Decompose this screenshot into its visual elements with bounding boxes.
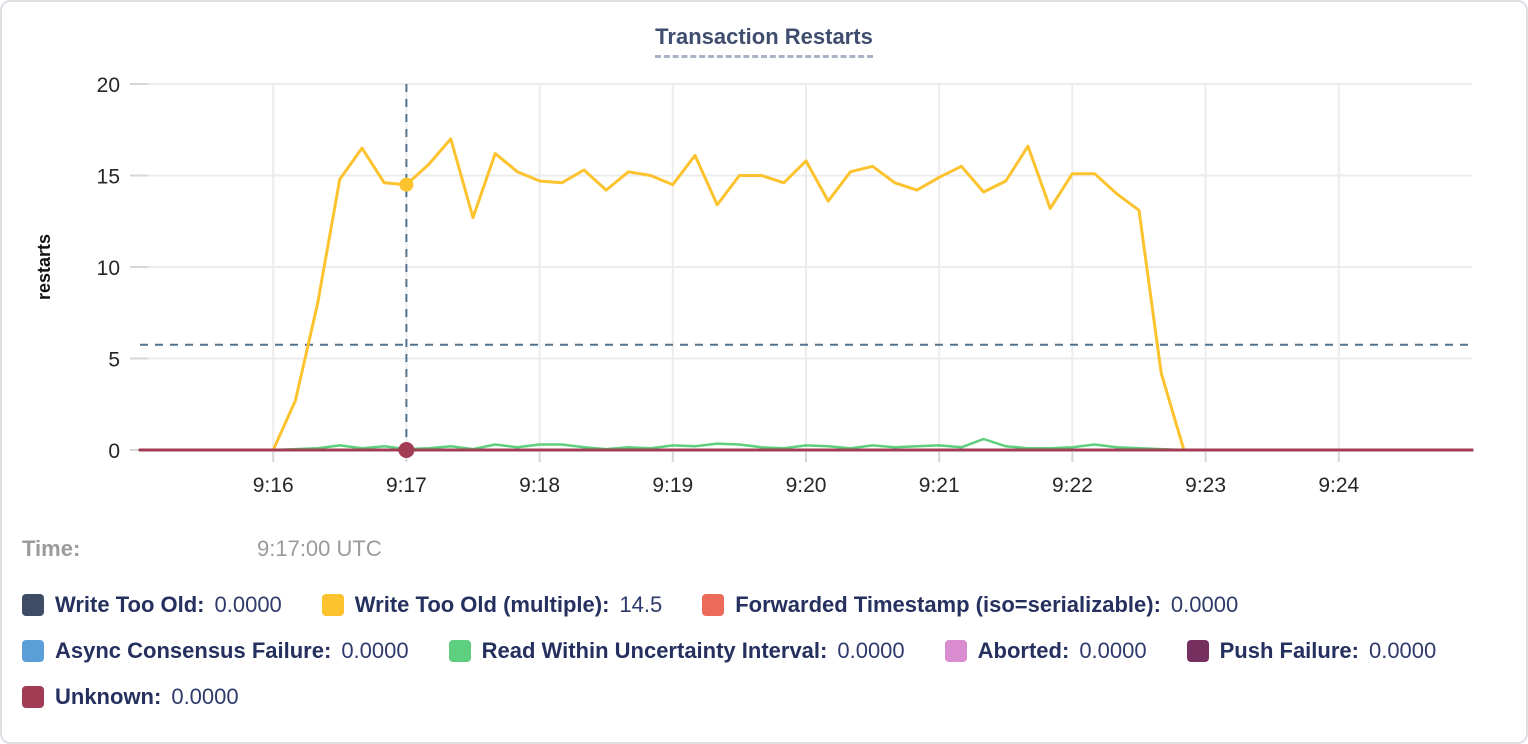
legend-label: Forwarded Timestamp (iso=serializable): — [735, 592, 1161, 617]
legend-item-unknown: Unknown: 0.0000 — [22, 684, 239, 710]
legend-value: 0.0000 — [171, 684, 239, 709]
legend-value: 0.0000 — [1368, 638, 1437, 663]
legend-item-write-too-old-multiple: Write Too Old (multiple): 14.5 — [321, 592, 663, 618]
x-tick-label: 9:16 — [253, 474, 294, 497]
hover-dot-unknown — [398, 442, 415, 458]
series-line-write-too-old-multiple — [271, 137, 1185, 452]
legend-label: Write Too Old (multiple): — [354, 592, 610, 617]
legend-item-read-within-uncertainty-interval: Read Within Uncertainty Interval: 0.0000 — [448, 638, 905, 664]
legend-swatch-push-failure — [1186, 640, 1209, 662]
legend-swatch-forwarded-timestamp-iso-serializable — [702, 594, 725, 616]
y-tick-label: 5 — [108, 349, 120, 372]
legend-value: 14.5 — [619, 592, 663, 617]
legend-label: Write Too Old: — [55, 592, 205, 617]
y-tick-label: 10 — [97, 257, 120, 280]
y-tick-label: 0 — [108, 440, 120, 463]
x-tick-label: 9:19 — [652, 474, 693, 497]
x-tick-label: 9:18 — [519, 474, 560, 497]
gridlines — [140, 83, 1472, 450]
legend-item-async-consensus-failure: Async Consensus Failure: 0.0000 — [22, 638, 409, 664]
hover-time-label: Time: — [22, 536, 81, 561]
legend-value: 0.0000 — [1170, 592, 1239, 617]
legend-swatch-write-too-old — [22, 594, 44, 616]
x-tick-label: 9:21 — [919, 474, 960, 497]
legend-label: Async Consensus Failure: — [55, 638, 332, 663]
legend-label: Unknown: — [55, 684, 162, 709]
x-tick-label: 9:22 — [1052, 474, 1093, 497]
legend-row-2: Async Consensus Failure: 0.0000 Read Withi… — [22, 636, 1516, 666]
y-tick-label: 15 — [97, 166, 120, 189]
legend-row-1: Write Too Old: 0.0000 Write Too Old (multi… — [22, 590, 1516, 620]
legend-value: 0.0000 — [837, 638, 905, 663]
legend-item-write-too-old: Write Too Old: 0.0000 — [22, 592, 282, 618]
legend-row-3: Unknown: 0.0000 — [22, 682, 1516, 712]
y-axis-title: restarts — [34, 234, 54, 300]
legend-label: Push Failure: — [1219, 638, 1359, 663]
x-tick-label: 9:23 — [1185, 474, 1226, 497]
hover-time-value: 9:17:00 UTC — [257, 536, 382, 561]
legend-item-push-failure: Push Failure: 0.0000 — [1186, 638, 1437, 664]
legend-swatch-async-consensus-failure — [22, 640, 44, 662]
legend-item-forwarded-timestamp-iso-serializable: Forwarded Timestamp (iso=serializable): 0… — [702, 592, 1238, 618]
legend-swatch-read-within-uncertainty-interval — [448, 640, 471, 662]
legend-item-aborted: Aborted: 0.0000 — [944, 638, 1147, 664]
legend-label: Aborted: — [977, 638, 1070, 663]
transaction-restarts-chart[interactable]: 0 5 10 15 20 restarts 9:16 9:17 9:18 9:19 9:20 9:21… — [2, 2, 1528, 514]
series-line-read-within-uncertainty-interval — [271, 437, 1185, 452]
legend-swatch-write-too-old-multiple — [321, 594, 344, 616]
x-axis: 9:16 9:17 9:18 9:19 9:20 9:21 9:22 9:23 9:24 — [253, 452, 1360, 497]
x-tick-label: 9:20 — [786, 474, 827, 497]
y-tick-label: 20 — [97, 74, 120, 97]
chart-header: Transaction Restarts — [2, 24, 1526, 58]
chart-title-link[interactable]: Transaction Restarts — [655, 24, 873, 58]
legend-label: Read Within Uncertainty Interval: — [481, 638, 828, 663]
legend-swatch-aborted — [944, 640, 967, 662]
legend-value: 0.0000 — [1079, 638, 1147, 663]
x-tick-label: 9:24 — [1318, 474, 1359, 497]
legend-value: 0.0000 — [214, 592, 282, 617]
y-axis: 0 5 10 15 20 restarts — [34, 74, 148, 463]
hover-dot-write-too-old-multiple — [399, 177, 414, 192]
legend-value: 0.0000 — [341, 638, 409, 663]
legend-swatch-unknown — [22, 686, 44, 708]
x-tick-label: 9:17 — [386, 474, 427, 497]
hover-time-row: Time: 9:17:00 UTC — [22, 536, 1506, 564]
